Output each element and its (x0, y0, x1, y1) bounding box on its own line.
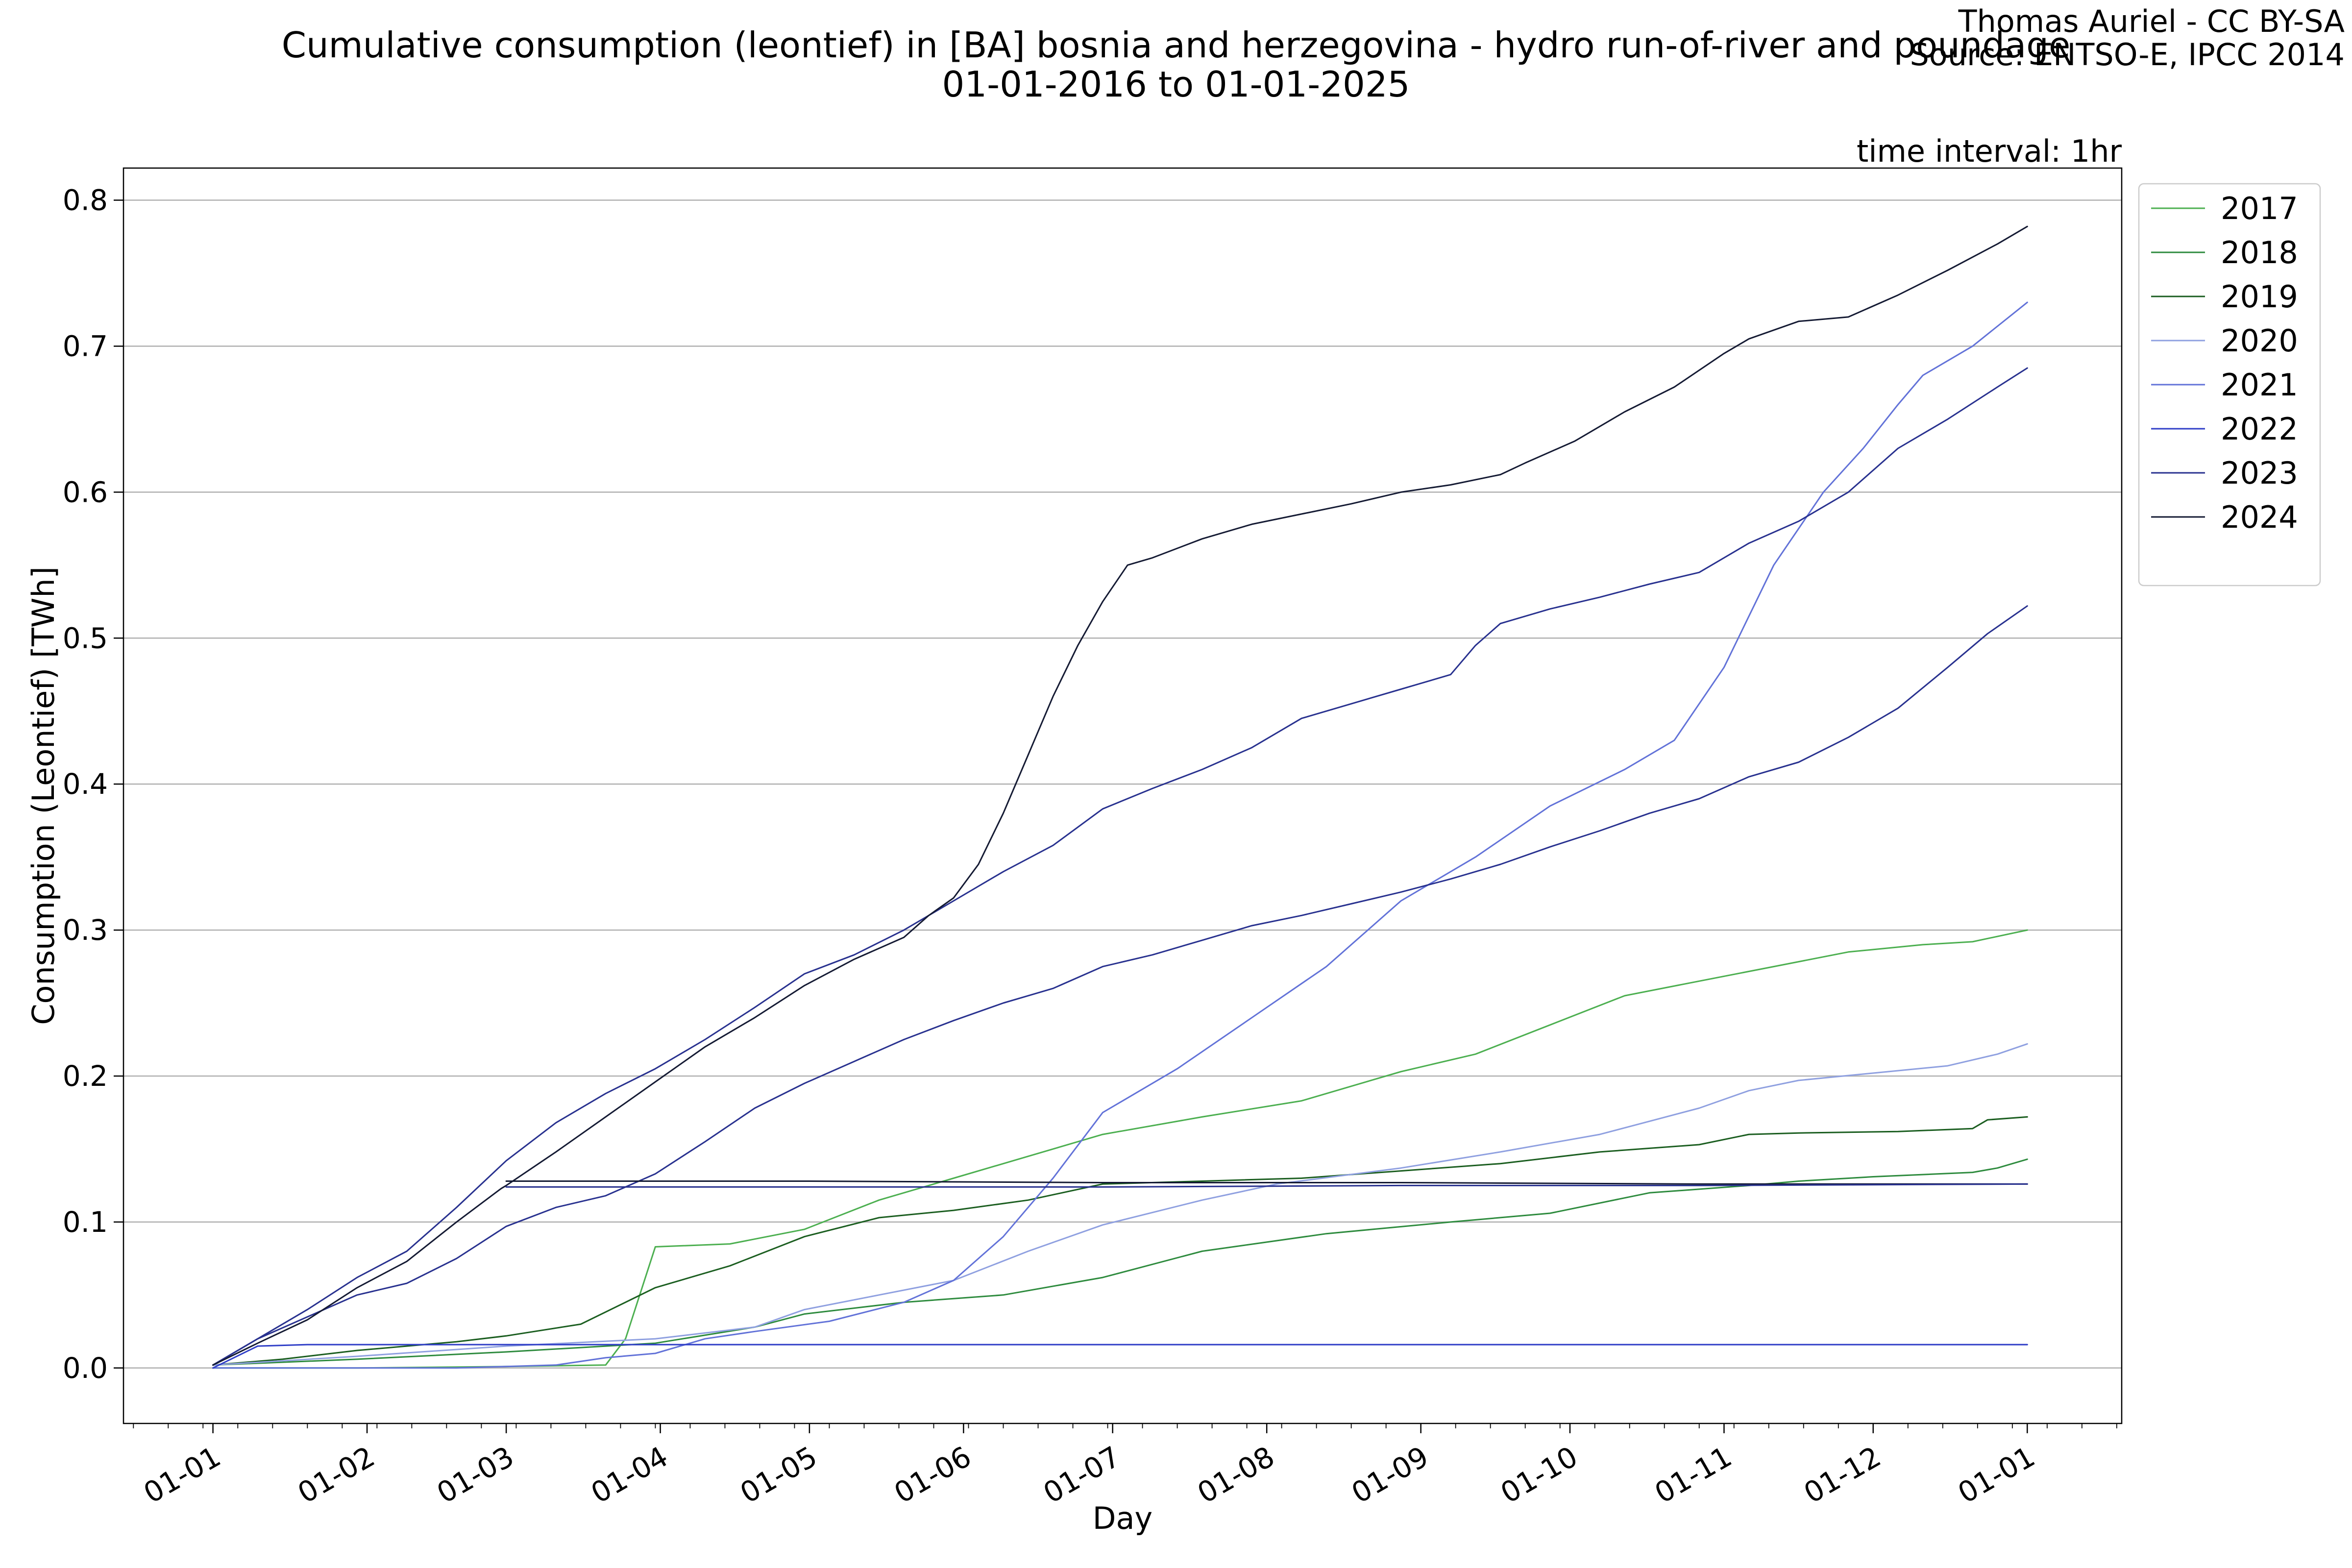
gridlines (123, 199, 2122, 1369)
series-line (212, 1116, 2028, 1366)
x-tick-label: 01-01 (138, 1440, 226, 1510)
series-line (212, 301, 2028, 1369)
series-line (212, 1043, 2028, 1366)
legend-label: 2022 (2221, 411, 2298, 447)
x-tick-label: 01-10 (1495, 1440, 1583, 1510)
legend-label: 2018 (2221, 235, 2298, 270)
x-tick-label: 01-06 (888, 1440, 977, 1510)
y-tick-label: 0.7 (63, 329, 108, 363)
y-tick-label: 0.5 (63, 621, 108, 655)
chart-title-line2: 01-01-2016 to 01-01-2025 (942, 64, 1410, 105)
y-tick-label: 0.2 (63, 1059, 108, 1093)
x-tick-label: 01-04 (586, 1440, 674, 1510)
series-line (212, 367, 2028, 1366)
legend-label: 2019 (2221, 279, 2298, 315)
legend-label: 2023 (2221, 455, 2298, 491)
y-tick-label: 0.8 (63, 184, 108, 217)
time-interval-note: time interval: 1hr (1857, 133, 2122, 169)
x-tick-label: 01-03 (431, 1440, 519, 1510)
series-line (212, 605, 2028, 1366)
series-line (505, 1180, 2028, 1185)
series-line (212, 929, 2028, 1369)
series-line (212, 225, 2028, 1366)
y-tick-label: 0.4 (63, 767, 108, 801)
x-tick-label: 01-09 (1346, 1440, 1434, 1510)
legend-label: 2017 (2221, 191, 2298, 226)
y-tick-label: 0.6 (63, 475, 108, 509)
y-tick-label: 0.3 (63, 913, 108, 947)
series-line (212, 1158, 2028, 1366)
x-tick-label: 01-05 (735, 1440, 823, 1510)
legend-box (2138, 183, 2321, 587)
x-tick-label: 01-02 (292, 1440, 380, 1510)
x-axis-label: Day (1093, 1500, 1152, 1536)
x-tick-label: 01-07 (1038, 1440, 1126, 1510)
x-tick-label: 01-11 (1649, 1440, 1737, 1510)
credit-source: Source: ENTSO-E, IPCC 2014 (1910, 37, 2345, 73)
legend-label: 2024 (2221, 499, 2298, 535)
x-tick-label: 01-12 (1798, 1440, 1886, 1510)
credit-author: Thomas Auriel - CC BY-SA (1958, 3, 2345, 39)
y-axis: 0.0 0.1 0.2 0.3 0.4 0.5 0.6 0.7 0.8 (63, 184, 123, 1385)
x-tick-label: 01-01 (1952, 1440, 2040, 1510)
x-axis: 01-01 01-02 01-03 01-04 01-05 01-06 01-07 01-08… (133, 1423, 2117, 1510)
series-line (505, 1183, 2028, 1188)
x-tick-label: 01-08 (1192, 1440, 1280, 1510)
chart-title-line1: Cumulative consumption (leontief) in [BA… (282, 24, 2071, 66)
y-tick-label: 0.1 (63, 1205, 108, 1239)
y-tick-label: 0.0 (63, 1351, 108, 1385)
y-axis-label: Consumption (Leontief) [TWh] (25, 566, 61, 1025)
legend: 2017 2018 2019 2020 2021 2022 2023 2024 (2138, 183, 2321, 587)
legend-label: 2021 (2221, 367, 2298, 403)
series-lines (212, 225, 2028, 1369)
legend-label: 2020 (2221, 323, 2298, 359)
plot-frame (122, 167, 2123, 1424)
series-line (212, 1344, 2028, 1369)
